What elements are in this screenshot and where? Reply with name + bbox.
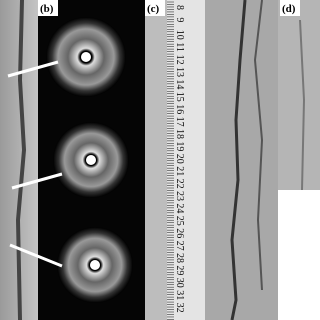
ruler-label: 28 bbox=[174, 253, 185, 263]
catheter bbox=[90, 260, 100, 270]
label-box bbox=[145, 0, 165, 16]
ruler-label: 20 bbox=[174, 154, 185, 164]
ruler-label: 31 bbox=[174, 290, 185, 300]
ruler-label: 29 bbox=[174, 265, 185, 275]
ruler-label: 10 bbox=[174, 30, 185, 40]
ruler-label: 18 bbox=[174, 129, 185, 139]
ruler-label: 19 bbox=[174, 141, 185, 151]
ruler-label: 22 bbox=[174, 179, 185, 189]
ruler-label: 32 bbox=[174, 303, 185, 313]
vessel bbox=[299, 19, 306, 191]
panel-label: (b) bbox=[40, 3, 54, 15]
ruler-label: 27 bbox=[174, 241, 185, 251]
ruler-label: 11 bbox=[174, 42, 185, 52]
ruler-label: 9 bbox=[174, 17, 185, 22]
panel-d bbox=[278, 0, 320, 190]
vessel bbox=[15, 0, 27, 320]
ruler-label: 13 bbox=[174, 67, 185, 77]
ruler-label: 24 bbox=[174, 203, 185, 213]
label-box bbox=[280, 0, 300, 16]
catheter bbox=[81, 52, 91, 62]
ruler-label: 12 bbox=[174, 55, 185, 65]
pointer-line bbox=[9, 243, 63, 268]
ruler-label: 30 bbox=[174, 278, 185, 288]
ruler-label: 23 bbox=[174, 191, 185, 201]
pointer-line bbox=[11, 172, 63, 190]
vessel bbox=[253, 0, 264, 291]
ruler-label: 26 bbox=[174, 228, 185, 238]
ruler-label: 17 bbox=[174, 117, 185, 127]
catheter bbox=[86, 155, 96, 165]
label-box bbox=[38, 0, 58, 16]
ruler-label: 14 bbox=[174, 79, 185, 89]
pointer-line bbox=[7, 60, 59, 78]
vessel bbox=[230, 0, 247, 320]
ruler-label: 25 bbox=[174, 216, 185, 226]
ruler-label: 15 bbox=[174, 92, 185, 102]
panel-label: (d) bbox=[282, 3, 296, 15]
ruler-label: 16 bbox=[174, 104, 185, 114]
ruler-label: 21 bbox=[174, 166, 185, 176]
panel-label: (c) bbox=[147, 3, 160, 15]
ruler-label: 8 bbox=[174, 5, 185, 10]
ruler bbox=[167, 0, 205, 320]
